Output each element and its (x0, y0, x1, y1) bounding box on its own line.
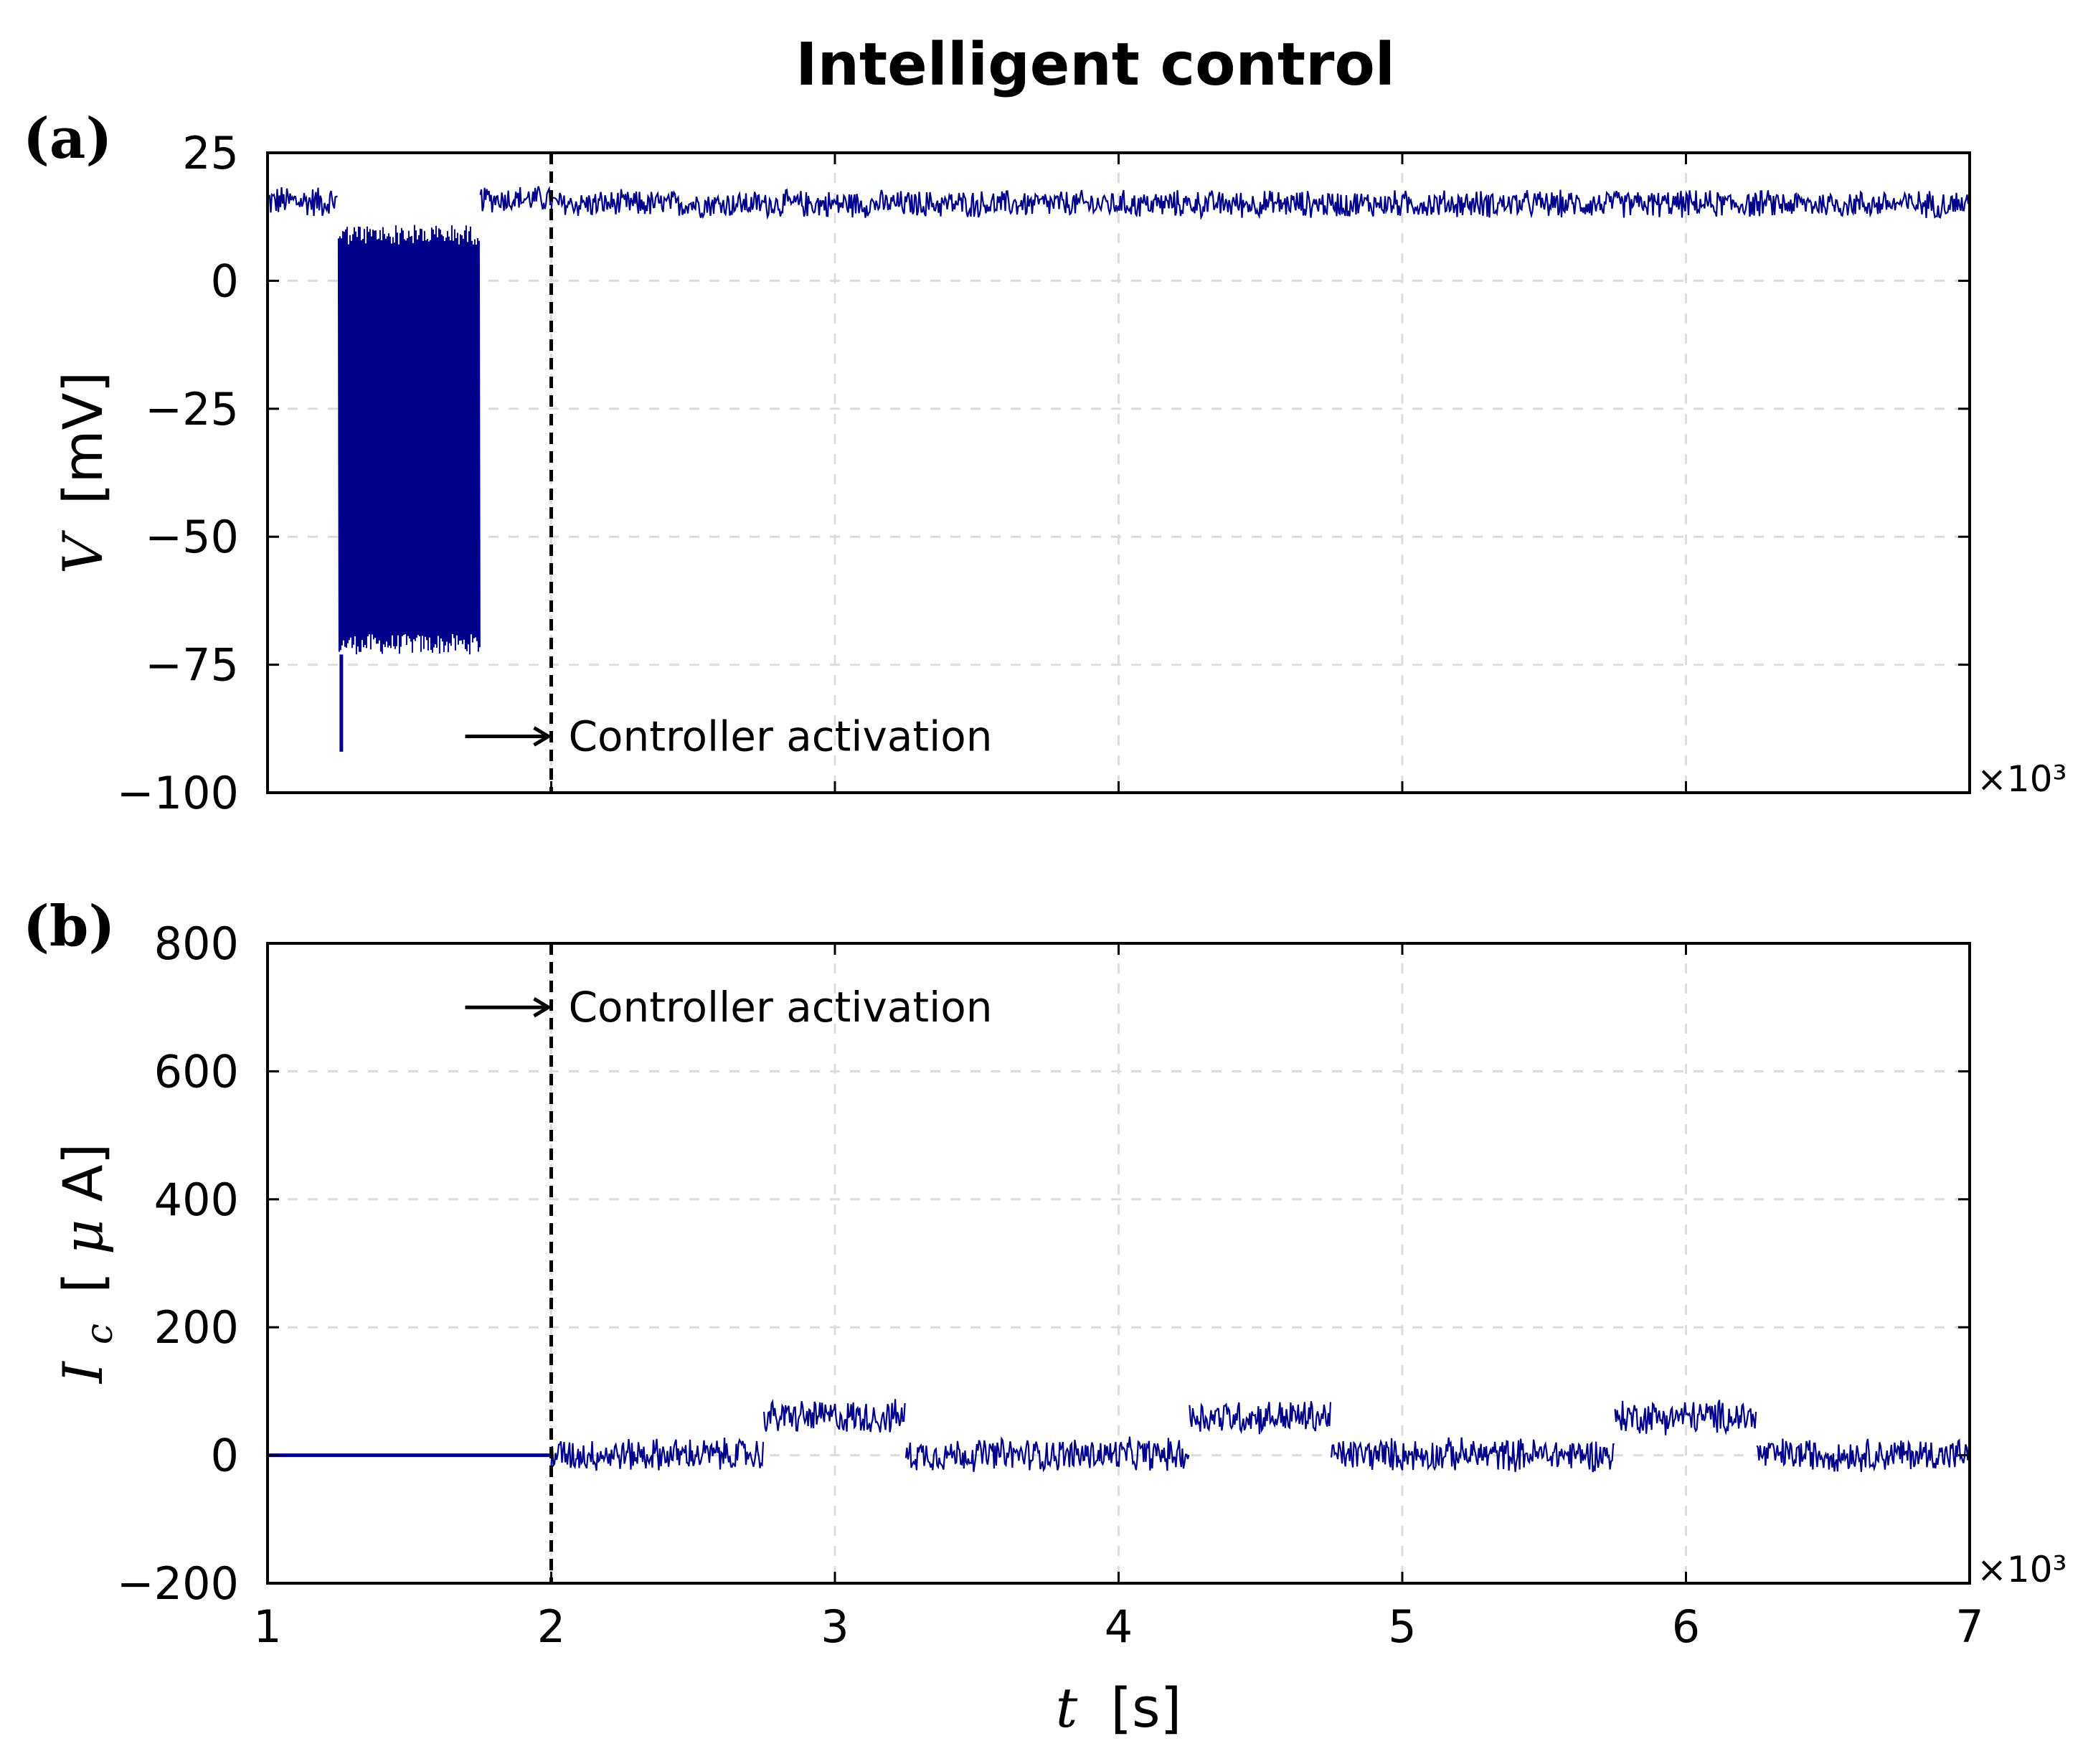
x-multiplier-b: ×10³ (1977, 1549, 2067, 1590)
series-current (268, 1399, 1970, 1473)
y-axis-var-b: I (51, 1360, 115, 1385)
ytick-label-2: −25 (145, 383, 239, 435)
series-segment-4 (1189, 1401, 1331, 1435)
ytick-label-0: 800 (154, 918, 239, 970)
annotation-a: Controller activation (465, 712, 993, 761)
figure-title: Intelligent control (795, 31, 1395, 99)
series-segment-6 (1614, 1400, 1757, 1436)
annotation-arrowhead-b (533, 997, 552, 1018)
y-ticks-b (266, 942, 1971, 1585)
y-tick-labels-a: 25 0 −25 −50 −75 −100 (117, 127, 239, 819)
y-axis-label-a: V [mV] (51, 372, 115, 574)
ytick-label-0: 25 (182, 127, 239, 179)
grid-a (268, 153, 1970, 793)
ytick-label-1: 0 (211, 255, 239, 307)
annotation-arrowhead-a (533, 726, 552, 747)
y-axis-unit-open-b: [ (51, 1272, 115, 1293)
y-tick-labels-b: 800 600 400 200 0 −200 (117, 918, 239, 1610)
x-axis-label: t [s] (1056, 1676, 1182, 1740)
ytick-label-2: 400 (154, 1174, 239, 1226)
x-multiplier-a: ×10³ (1977, 758, 2067, 800)
y-axis-label-b: I c [ μ A] (51, 1143, 125, 1385)
xtick-label-2: 3 (821, 1600, 849, 1653)
series-segment-3 (550, 189, 1970, 220)
annotation-text-b: Controller activation (569, 983, 993, 1032)
x-tick-labels-b: 1 2 3 4 5 6 7 (253, 1600, 1983, 1653)
y-axis-var-a: V (51, 529, 115, 574)
panel-label-a: (a) (23, 106, 112, 171)
annotation-text-a: Controller activation (569, 712, 993, 761)
xtick-label-0: 1 (253, 1600, 281, 1653)
panel-label-b: (b) (23, 894, 115, 959)
y-axis-unit-close-b: A] (51, 1143, 115, 1202)
series-segment-5 (1331, 1437, 1615, 1473)
ytick-label-4: 0 (211, 1430, 239, 1482)
series-segment-2 (479, 185, 552, 213)
grid-b (268, 943, 1970, 1583)
y-axis-unit-mu-b: μ (51, 1220, 115, 1255)
series-segment-0 (267, 187, 339, 217)
xtick-label-1: 2 (537, 1600, 565, 1653)
xtick-label-4: 5 (1388, 1600, 1416, 1653)
xtick-label-6: 7 (1955, 1600, 1983, 1653)
panel-a: (a) Controller activation 25 0 −25 −50 −75 −1… (23, 106, 2067, 819)
series-segment-1 (337, 225, 481, 655)
xtick-label-5: 6 (1672, 1600, 1700, 1653)
ytick-label-5: −100 (117, 767, 239, 819)
ytick-label-4: −75 (145, 639, 239, 692)
series-segment-2 (763, 1399, 906, 1433)
xtick-label-3: 4 (1105, 1600, 1133, 1653)
ytick-label-5: −200 (117, 1557, 239, 1610)
series-voltage (267, 185, 1970, 752)
panel-b: (b) Controller activation 800 600 400 200 0 −… (23, 894, 2067, 1740)
y-axis-unit-a: [mV] (51, 372, 115, 504)
series-segment-7 (1756, 1438, 1970, 1472)
annotation-b: Controller activation (465, 983, 993, 1032)
series-segment-3 (904, 1435, 1190, 1473)
x-axis-unit: [s] (1110, 1676, 1181, 1740)
y-ticks-a (266, 151, 1971, 794)
ytick-label-3: 200 (154, 1301, 239, 1354)
series-segment-1 (550, 1438, 765, 1471)
ytick-label-1: 600 (154, 1045, 239, 1098)
ytick-label-3: −50 (145, 511, 239, 563)
y-axis-sub-b: c (78, 1324, 121, 1344)
x-axis-var: t (1056, 1676, 1078, 1740)
